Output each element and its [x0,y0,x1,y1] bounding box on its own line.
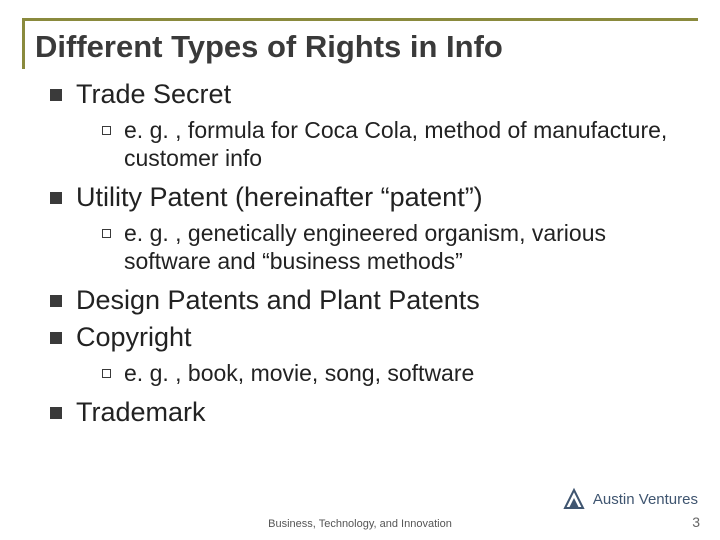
list-item-label: Copyright [76,322,192,353]
hollow-square-bullet-icon [102,229,111,238]
slide: Different Types of Rights in Info Trade … [0,0,720,540]
list-item: Design Patents and Plant Patents [50,285,698,316]
hollow-square-bullet-icon [102,369,111,378]
list-item-label: Design Patents and Plant Patents [76,285,480,316]
list-item: Trade Secret [50,79,698,110]
sub-list: e. g. , book, movie, song, software [50,359,698,387]
sub-list-item-label: e. g. , book, movie, song, software [124,359,474,387]
square-bullet-icon [50,332,62,344]
sub-list-item-label: e. g. , genetically engineered organism,… [124,219,698,275]
list-item-label: Trade Secret [76,79,231,110]
list-item: Utility Patent (hereinafter “patent”) [50,182,698,213]
square-bullet-icon [50,89,62,101]
content-area: Trade Secret e. g. , formula for Coca Co… [22,79,698,428]
title-border: Different Types of Rights in Info [22,18,698,69]
sub-list-item: e. g. , book, movie, song, software [102,359,698,387]
square-bullet-icon [50,407,62,419]
list-item: Copyright [50,322,698,353]
slide-title: Different Types of Rights in Info [35,29,698,65]
list-item-label: Utility Patent (hereinafter “patent”) [76,182,483,213]
sub-list: e. g. , genetically engineered organism,… [50,219,698,275]
list-item: Trademark [50,397,698,428]
list-item-label: Trademark [76,397,206,428]
logo-text: Austin Ventures [593,491,698,508]
page-number: 3 [692,514,700,530]
footer-text: Business, Technology, and Innovation [0,518,720,530]
hollow-square-bullet-icon [102,126,111,135]
square-bullet-icon [50,295,62,307]
sub-list: e. g. , formula for Coca Cola, method of… [50,116,698,172]
sub-list-item: e. g. , formula for Coca Cola, method of… [102,116,698,172]
logo-mark-icon [561,486,587,512]
logo: Austin Ventures [561,486,698,512]
square-bullet-icon [50,192,62,204]
sub-list-item: e. g. , genetically engineered organism,… [102,219,698,275]
sub-list-item-label: e. g. , formula for Coca Cola, method of… [124,116,698,172]
